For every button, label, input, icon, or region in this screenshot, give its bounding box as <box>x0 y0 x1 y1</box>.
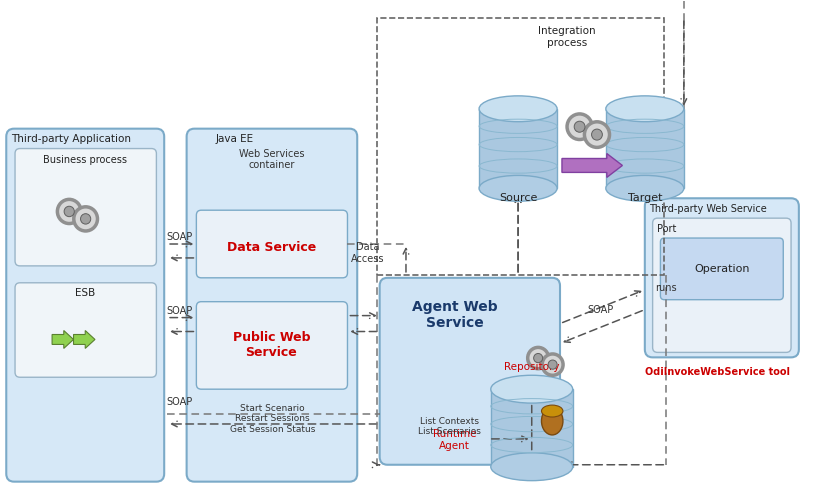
Text: Data Service: Data Service <box>227 242 316 254</box>
Circle shape <box>64 206 74 217</box>
Circle shape <box>574 121 585 132</box>
Circle shape <box>58 199 81 223</box>
Ellipse shape <box>606 175 684 201</box>
FancyBboxPatch shape <box>660 238 784 300</box>
Text: Start Scenario
Restart Sessions
Get Session Status: Start Scenario Restart Sessions Get Sess… <box>230 404 315 434</box>
Text: Source: Source <box>499 193 537 203</box>
Ellipse shape <box>479 175 557 201</box>
Text: runs: runs <box>655 283 677 293</box>
FancyBboxPatch shape <box>380 278 560 465</box>
Text: Data
Access: Data Access <box>351 242 385 264</box>
FancyBboxPatch shape <box>186 129 358 482</box>
FancyArrow shape <box>52 330 73 349</box>
Circle shape <box>542 354 563 375</box>
Ellipse shape <box>491 375 573 403</box>
Circle shape <box>81 214 91 224</box>
Text: SOAP: SOAP <box>166 397 193 407</box>
Bar <box>479 109 557 189</box>
Text: Third-party Web Service: Third-party Web Service <box>648 204 766 214</box>
Text: Java EE: Java EE <box>216 134 254 144</box>
Text: Repository: Repository <box>504 362 559 372</box>
Text: Operation: Operation <box>694 264 750 274</box>
Text: List Contexts
List Scenarios: List Contexts List Scenarios <box>419 417 481 436</box>
FancyBboxPatch shape <box>15 149 157 266</box>
Text: Public Web
Service: Public Web Service <box>232 331 310 359</box>
Text: Port: Port <box>657 224 676 234</box>
Text: ESB: ESB <box>75 288 96 298</box>
Ellipse shape <box>491 453 573 481</box>
Text: Web Services
container: Web Services container <box>239 149 304 170</box>
Bar <box>491 389 573 467</box>
FancyBboxPatch shape <box>645 198 798 357</box>
Text: Target: Target <box>628 193 662 203</box>
FancyBboxPatch shape <box>196 301 348 389</box>
Text: SOAP: SOAP <box>166 305 193 316</box>
Circle shape <box>548 360 557 369</box>
FancyBboxPatch shape <box>15 283 157 377</box>
Text: OdiInvokeWebService tool: OdiInvokeWebService tool <box>645 367 790 377</box>
Text: Third-party Application: Third-party Application <box>12 134 131 144</box>
Circle shape <box>527 348 549 369</box>
Circle shape <box>534 354 543 363</box>
FancyArrow shape <box>73 330 95 349</box>
FancyBboxPatch shape <box>196 210 348 278</box>
Circle shape <box>584 122 610 147</box>
Text: Agent Web
Service: Agent Web Service <box>412 300 498 330</box>
FancyBboxPatch shape <box>7 129 164 482</box>
Ellipse shape <box>606 96 684 122</box>
Text: SOAP: SOAP <box>588 304 614 315</box>
Text: Runtime
Agent: Runtime Agent <box>433 429 476 451</box>
Bar <box>606 109 684 189</box>
Ellipse shape <box>541 407 563 435</box>
Circle shape <box>74 207 97 231</box>
Circle shape <box>592 129 602 140</box>
Text: Business process: Business process <box>43 155 127 164</box>
Text: Integration
process: Integration process <box>538 26 596 48</box>
Ellipse shape <box>479 96 557 122</box>
Text: SOAP: SOAP <box>166 232 193 242</box>
Circle shape <box>567 114 592 139</box>
FancyArrow shape <box>562 154 622 177</box>
Ellipse shape <box>541 405 563 417</box>
FancyBboxPatch shape <box>653 218 791 353</box>
